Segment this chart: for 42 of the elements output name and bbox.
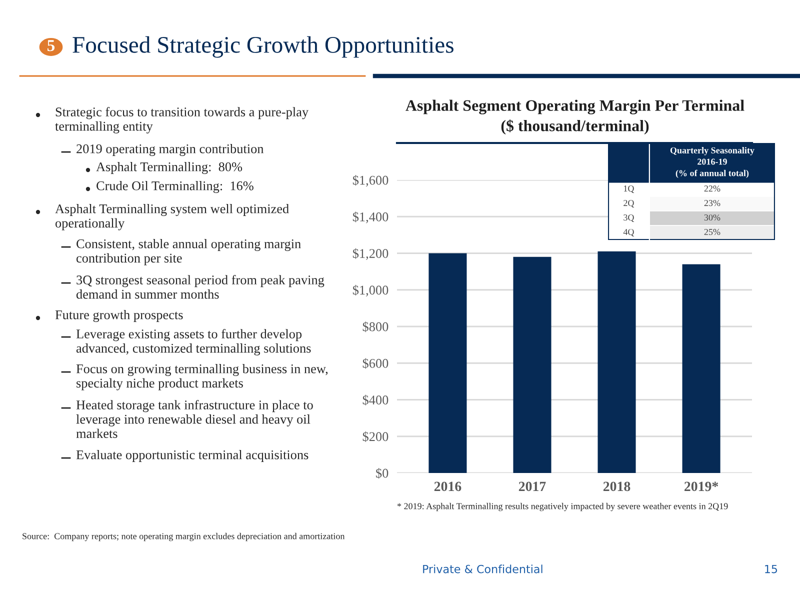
text: 15	[765, 564, 778, 574]
y-tick-label: 2Q	[624, 200, 634, 208]
text: * 2019: Asphalt Terminalling results negatively impacted by severe weather events in 2Q19	[397, 502, 728, 512]
text: 5	[48, 40, 55, 52]
text: Asphalt Terminalling system well optimized operationally	[55, 204, 289, 230]
text: Focused Strategic Growth Opportunities	[72, 36, 454, 58]
text: Evaluate opportunistic terminal acquisitions	[76, 450, 308, 462]
text: 2019 operating margin contribution	[76, 144, 264, 156]
data-label: 22%	[704, 185, 720, 192]
y-tick-label: $1,200	[352, 248, 388, 260]
data-label: 30%	[704, 214, 720, 221]
text: Strategic focus to transition towards a pure-play terminalling entity	[55, 107, 309, 134]
text: Leverage existing assets to further develop advanced, customized terminalling solutions	[76, 329, 311, 356]
x-tick-label: 2019*	[684, 482, 718, 492]
y-tick-label: $600	[362, 358, 388, 369]
chart-title: Quarterly Seasonality 2016-19 (% of annual total)	[670, 147, 754, 178]
data-label: 25%	[704, 228, 720, 236]
y-tick-label: $0	[376, 468, 388, 479]
y-tick-label: 4Q	[623, 228, 634, 236]
y-tick-label: $400	[362, 394, 388, 406]
y-tick-label: $200	[362, 431, 388, 442]
source-note: Source: Company reports; note operating margin excludes depreciation and amortization	[22, 532, 345, 542]
text: Consistent, stable annual operating margin contribution per site	[76, 239, 301, 266]
y-tick-label: $1,000	[352, 284, 388, 296]
y-tick-label: $1,400	[352, 212, 388, 224]
text: Asphalt Terminalling: 80%	[96, 162, 242, 174]
y-tick-label: 3Q	[624, 214, 634, 222]
x-tick-label: 2016	[434, 482, 462, 492]
chart-title: Asphalt Segment Operating Margin Per Terminal	[406, 100, 744, 114]
text: Crude Oil Terminalling: 16%	[96, 181, 254, 194]
text: 3Q strongest seasonal period from peak paving demand in summer months	[76, 275, 324, 299]
x-tick-label: 2018	[603, 482, 630, 492]
y-tick-label: $1,600	[352, 175, 388, 187]
y-tick-label: $800	[362, 322, 388, 332]
text: Future growth prospects	[55, 310, 183, 322]
y-tick-label: 1Q	[624, 186, 634, 193]
x-tick-label: 2017	[518, 482, 546, 492]
text: Private & Confidential	[423, 564, 542, 574]
chart-subtitle: ($ thousand/terminal)	[501, 120, 649, 134]
text: Heated storage tank infrastructure in place to leverage into renewable diesel and heavy oil markets	[76, 400, 313, 438]
data-label: 23%	[704, 200, 720, 206]
text: Focus on growing terminalling business in new, specialty niche product markets	[76, 364, 328, 390]
